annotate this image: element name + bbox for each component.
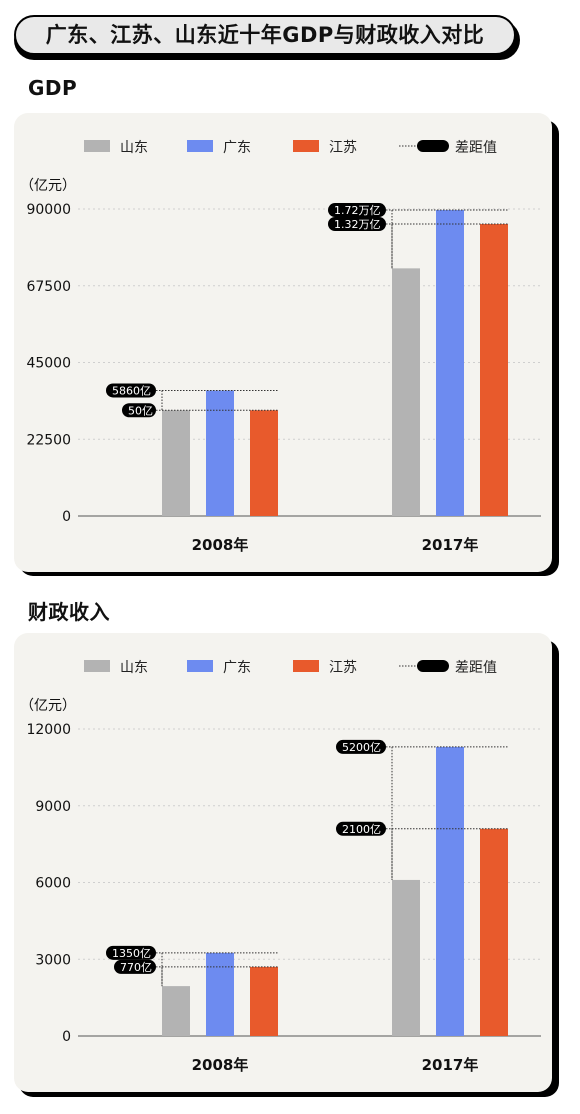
revenue-diff-pill-3 xyxy=(336,821,386,836)
revenue-diff-label-0: 1350亿 xyxy=(112,947,151,960)
revenue-chart: 山东 广东 江苏 差距值 （亿元） 0 3000 6000 9000 12000 2008年 2017… xyxy=(20,660,541,1074)
revenue-bar-1-2 xyxy=(480,828,508,1036)
gdp-bar-0-2 xyxy=(250,410,278,516)
gdp-y-tick-2: 45000 xyxy=(26,356,71,372)
revenue-category-label-1: 2017年 xyxy=(422,1056,479,1074)
revenue-legend-swatch-0 xyxy=(84,660,110,672)
revenue-bar-0-0 xyxy=(162,986,190,1036)
gdp-legend-diff-pill xyxy=(417,140,449,152)
revenue-legend-swatch-1 xyxy=(187,660,213,672)
revenue-legend-diff-pill xyxy=(417,660,449,672)
revenue-diff-label-3: 2100亿 xyxy=(342,823,381,836)
title-banner: 广东、江苏、山东近十年GDP与财政收入对比 xyxy=(14,15,520,60)
gdp-legend-swatch-0 xyxy=(84,140,110,152)
gdp-bar-0-0 xyxy=(162,410,190,516)
revenue-bar-0-2 xyxy=(250,966,278,1036)
revenue-diff-pill-1 xyxy=(114,959,156,974)
revenue-unit-label: （亿元） xyxy=(20,698,76,714)
gdp-bar-1-1 xyxy=(436,210,464,517)
gdp-diff-label-0: 5860亿 xyxy=(112,384,151,397)
gdp-bar-1-0 xyxy=(392,268,420,516)
gdp-y-tick-4: 90000 xyxy=(26,202,71,218)
gdp-diff-pill-2 xyxy=(328,203,386,218)
revenue-y-tick-3: 9000 xyxy=(35,799,71,815)
revenue-y-tick-4: 12000 xyxy=(26,722,71,738)
revenue-section-title: 财政收入 xyxy=(28,600,110,624)
revenue-category-label-0: 2008年 xyxy=(192,1056,249,1074)
gdp-y-tick-3: 67500 xyxy=(26,279,71,295)
gdp-chart: 山东 广东 江苏 差距值 （亿元） 0 22500 45000 67500 90000 2008年 2… xyxy=(20,140,541,554)
gdp-legend-label-2: 江苏 xyxy=(329,140,357,156)
revenue-legend-label-1: 广东 xyxy=(223,660,251,676)
revenue-legend-label-0: 山东 xyxy=(120,660,148,676)
gdp-bar-0-1 xyxy=(206,390,234,516)
revenue-panel: 山东 广东 江苏 差距值 （亿元） 0 3000 6000 9000 12000 2008年 2017… xyxy=(14,633,552,1092)
revenue-y-tick-2: 6000 xyxy=(35,876,71,892)
gdp-diff-label-3: 1.32万亿 xyxy=(334,218,381,231)
gdp-legend-label-1: 广东 xyxy=(223,140,251,156)
gdp-legend-label-0: 山东 xyxy=(120,140,148,156)
gdp-bar-1-2 xyxy=(480,224,508,516)
gdp-panel: 山东 广东 江苏 差距值 （亿元） 0 22500 45000 67500 90000 2008年 2… xyxy=(14,113,552,572)
gdp-legend-label-3: 差距值 xyxy=(455,140,497,156)
page-title: 广东、江苏、山东近十年GDP与财政收入对比 xyxy=(14,15,516,55)
gdp-legend-swatch-1 xyxy=(187,140,213,152)
gdp-diff-pill-1 xyxy=(122,403,156,418)
revenue-legend-label-2: 江苏 xyxy=(329,660,357,676)
revenue-diff-label-1: 770亿 xyxy=(120,961,152,974)
revenue-y-tick-0: 0 xyxy=(62,1029,71,1045)
revenue-diff-label-2: 5200亿 xyxy=(342,741,381,754)
gdp-legend-swatch-2 xyxy=(293,140,319,152)
revenue-diff-pill-0 xyxy=(106,945,156,960)
revenue-bar-1-0 xyxy=(392,879,420,1036)
revenue-bar-1-1 xyxy=(436,746,464,1036)
gdp-diff-label-1: 50亿 xyxy=(128,404,153,417)
revenue-bar-0-1 xyxy=(206,952,234,1036)
gdp-diff-pill-3 xyxy=(328,217,386,232)
gdp-unit-label: （亿元） xyxy=(20,178,76,194)
gdp-diff-pill-0 xyxy=(106,383,156,398)
gdp-y-tick-1: 22500 xyxy=(26,432,71,448)
revenue-legend-swatch-2 xyxy=(293,660,319,672)
gdp-section-title: GDP xyxy=(28,76,78,100)
gdp-category-label-0: 2008年 xyxy=(192,536,249,554)
revenue-y-tick-1: 3000 xyxy=(35,952,71,968)
revenue-legend-label-3: 差距值 xyxy=(455,660,497,676)
gdp-diff-label-2: 1.72万亿 xyxy=(334,204,381,217)
gdp-category-label-1: 2017年 xyxy=(422,536,479,554)
revenue-diff-pill-2 xyxy=(336,739,386,754)
gdp-y-tick-0: 0 xyxy=(62,509,71,525)
